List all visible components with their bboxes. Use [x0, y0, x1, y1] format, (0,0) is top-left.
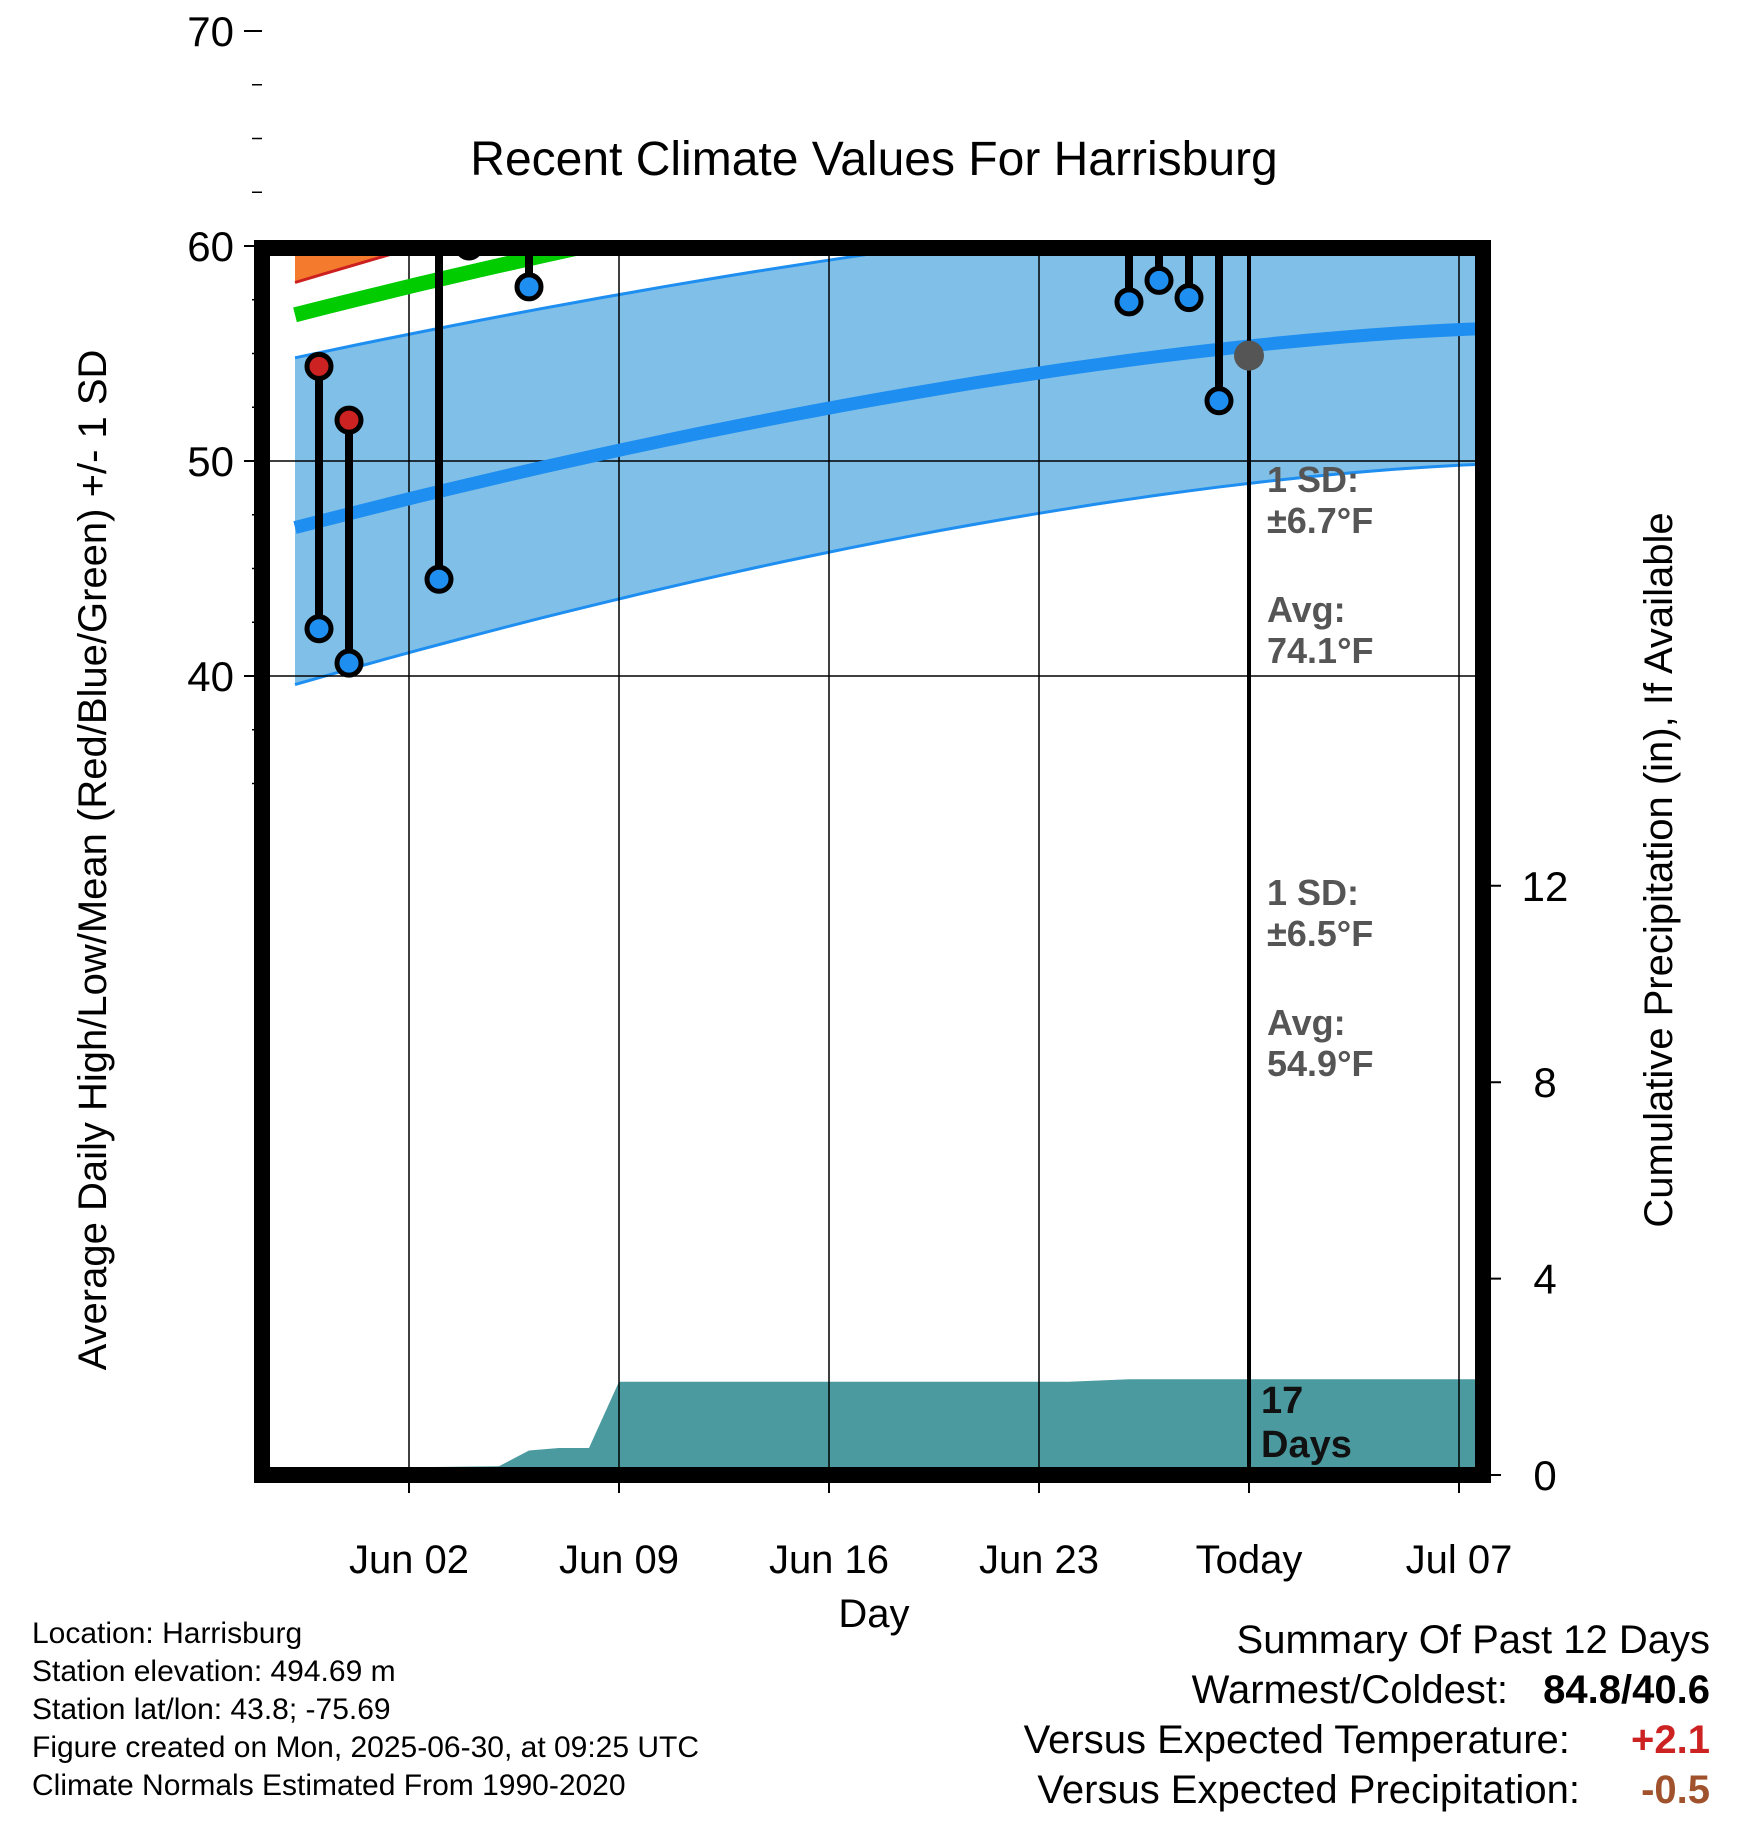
elevation-text: Station elevation: 494.69 m: [32, 1655, 396, 1688]
daily-low-marker: [424, 564, 454, 594]
daily-low-marker: [304, 614, 334, 644]
created-text: Figure created on Mon, 2025-06-30, at 09…: [32, 1731, 700, 1764]
daily-high-marker: [517, 75, 541, 99]
summary-warmest-row: Warmest/Coldest: 84.8/40.6: [1024, 1665, 1710, 1715]
temp-label: Versus Expected Temperature:: [1023, 1718, 1570, 1762]
location-text: Location: Harrisburg: [32, 1617, 303, 1650]
summary-temp-row: Versus Expected Temperature: +2.1: [1024, 1715, 1710, 1765]
y2-tick-label: 12: [1522, 863, 1569, 910]
daily-high-marker: [304, 351, 334, 381]
summary-precip-row: Versus Expected Precipitation: -0.5: [1024, 1765, 1710, 1815]
high-avg-label: Avg:: [1267, 589, 1346, 630]
chart-title: Recent Climate Values For Harrisburg: [470, 133, 1277, 186]
daily-low-marker: [1057, 2, 1081, 26]
high-avg-value: 74.1°F: [1267, 630, 1373, 671]
y2-tick-label: 0: [1533, 1452, 1556, 1499]
y-tick-label: 70: [187, 8, 234, 55]
y-axis-label: Average Daily High/Low/Mean (Red/Blue/Gr…: [71, 350, 115, 1371]
daily-low-marker: [1087, 191, 1111, 215]
x-tick-label: Jun 16: [769, 1538, 889, 1582]
low-sd-lower-line: [294, 462, 1483, 687]
today-low-avg-marker: [1234, 340, 1264, 371]
x-tick-label: Jul 07: [1406, 1538, 1513, 1582]
y-tick-label: 40: [187, 653, 234, 700]
y2-tick-label: 4: [1533, 1256, 1556, 1303]
y-tick-label: 60: [187, 223, 234, 270]
daily-high-marker: [1207, 49, 1231, 73]
x-tick-label: Jun 02: [349, 1538, 469, 1582]
normals-text: Climate Normals Estimated From 1990-2020: [32, 1769, 626, 1802]
high-sd-band: [295, 248, 413, 283]
daily-low-marker: [514, 272, 544, 302]
precip-value: -0.5: [1641, 1768, 1710, 1812]
summary-title: Summary Of Past 12 Days: [1236, 1618, 1710, 1662]
daily-low-marker: [1144, 265, 1174, 295]
plot-frame: [254, 240, 1491, 1483]
x-tick-label: Jun 23: [979, 1538, 1099, 1582]
mean-line: [293, 248, 614, 323]
precip-label: Versus Expected Precipitation:: [1037, 1768, 1580, 1812]
x-tick-label: Today: [1196, 1538, 1303, 1582]
daily-low-marker: [1114, 287, 1144, 317]
daily-high-marker: [334, 405, 364, 435]
latlon-text: Station lat/lon: 43.8; -75.69: [32, 1693, 391, 1726]
daily-low-marker: [1204, 386, 1234, 416]
station-info: Location: Harrisburg Station elevation: …: [32, 1615, 699, 1805]
x-axis-label: Day: [838, 1592, 909, 1636]
temp-value: +2.1: [1631, 1718, 1710, 1762]
precip-area: [319, 1379, 1483, 1475]
high-sd-label: 1 SD:: [1267, 459, 1359, 500]
y2-tick-label: 8: [1533, 1059, 1556, 1106]
daily-high-marker: [1117, 103, 1141, 127]
daily-low-marker: [334, 648, 364, 678]
days-label: Days: [1261, 1424, 1352, 1466]
low-sd-label: 1 SD:: [1267, 872, 1359, 913]
x-tick-label: Jun 09: [559, 1538, 679, 1582]
daily-high-marker: [1147, 90, 1171, 114]
y2-axis-label: Cumulative Precipitation (in), If Availa…: [1637, 512, 1681, 1227]
high-sd-value: ±6.7°F: [1267, 500, 1373, 541]
summary-panel: Summary Of Past 12 Days Warmest/Coldest:…: [1024, 1615, 1710, 1815]
low-sd-value: ±6.5°F: [1267, 913, 1373, 954]
daily-low-marker: [487, 217, 511, 241]
low-avg-label: Avg:: [1267, 1002, 1346, 1043]
low-avg-line: [293, 322, 1483, 534]
daily-low-marker: [1174, 283, 1204, 313]
warmest-value: 84.8/40.6: [1543, 1668, 1710, 1712]
warmest-label: Warmest/Coldest:: [1191, 1668, 1509, 1712]
low-avg-value: 54.9°F: [1267, 1043, 1373, 1084]
high-avg-line: [295, 0, 1525, 96]
days-number: 17: [1261, 1380, 1303, 1422]
y-tick-label: 50: [187, 438, 234, 485]
